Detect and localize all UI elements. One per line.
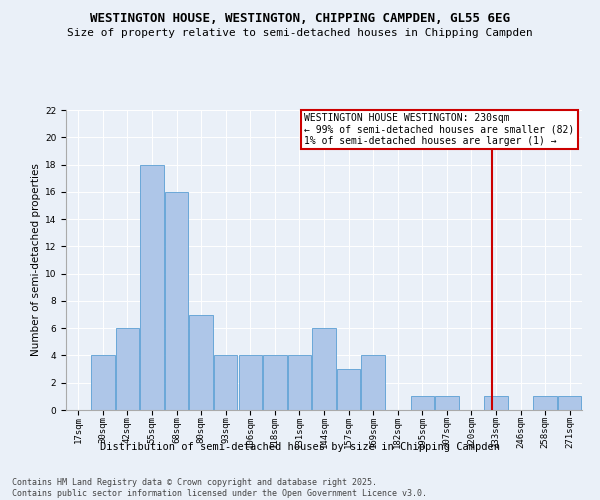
Bar xyxy=(214,356,238,410)
Bar xyxy=(165,192,188,410)
Bar xyxy=(116,328,139,410)
Bar xyxy=(190,314,213,410)
Text: Contains HM Land Registry data © Crown copyright and database right 2025.
Contai: Contains HM Land Registry data © Crown c… xyxy=(12,478,427,498)
Text: Size of property relative to semi-detached houses in Chipping Campden: Size of property relative to semi-detach… xyxy=(67,28,533,38)
Bar xyxy=(288,356,311,410)
Bar xyxy=(239,356,262,410)
Bar xyxy=(313,328,335,410)
Bar xyxy=(410,396,434,410)
Bar xyxy=(361,356,385,410)
Bar xyxy=(558,396,581,410)
Text: WESTINGTON HOUSE WESTINGTON: 230sqm
← 99% of semi-detached houses are smaller (8: WESTINGTON HOUSE WESTINGTON: 230sqm ← 99… xyxy=(304,112,575,146)
Y-axis label: Number of semi-detached properties: Number of semi-detached properties xyxy=(31,164,41,356)
Bar xyxy=(337,369,360,410)
Text: Distribution of semi-detached houses by size in Chipping Campden: Distribution of semi-detached houses by … xyxy=(100,442,500,452)
Bar xyxy=(91,356,115,410)
Bar xyxy=(140,164,164,410)
Bar xyxy=(484,396,508,410)
Bar xyxy=(263,356,287,410)
Text: WESTINGTON HOUSE, WESTINGTON, CHIPPING CAMPDEN, GL55 6EG: WESTINGTON HOUSE, WESTINGTON, CHIPPING C… xyxy=(90,12,510,26)
Bar xyxy=(435,396,458,410)
Bar xyxy=(533,396,557,410)
